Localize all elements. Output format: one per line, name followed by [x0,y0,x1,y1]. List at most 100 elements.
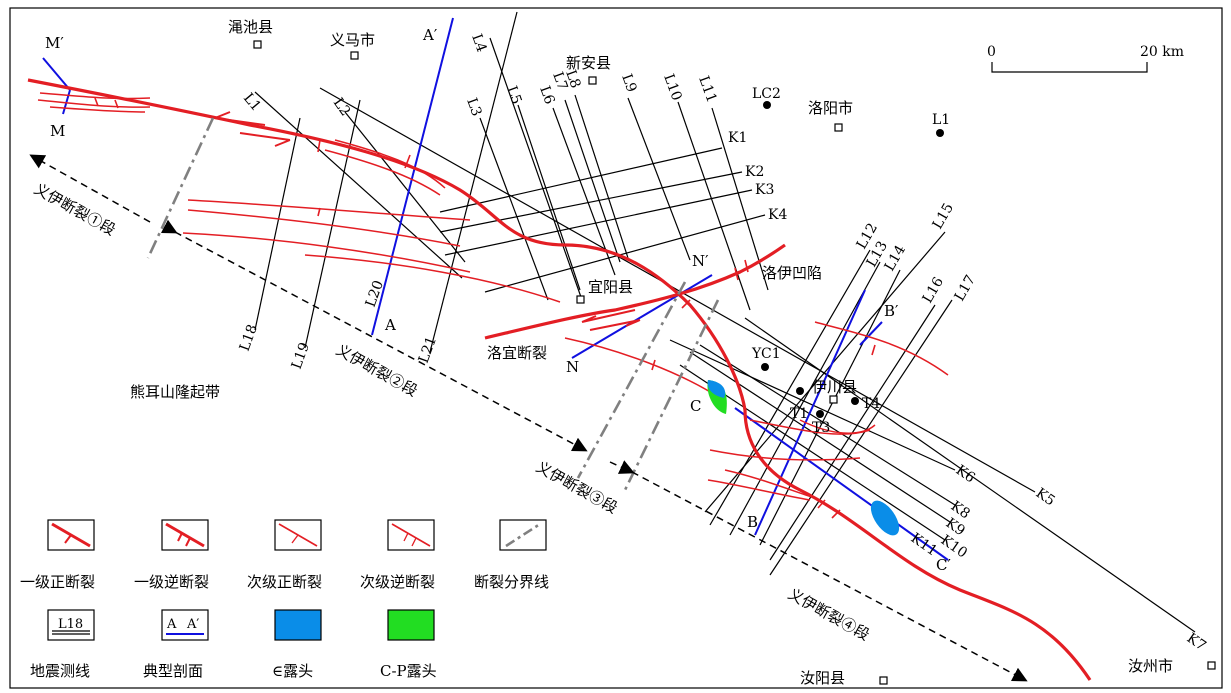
seismic-labels: L1 L2 L3 L4 L5 L6 L7 L8 L9 L10 L11 L12 L… [237,32,1209,654]
motion-arrows [214,111,641,331]
seismic-line-L18 [254,117,301,331]
profile-line-B-upper [859,321,883,346]
arrow-right [239,132,291,147]
region-luoyi-sag: 洛伊凹陷 [762,264,822,282]
seismic-label-L9: L9 [618,72,639,95]
seismic-line-L10 [677,101,751,311]
seismic-line-L7 [564,99,621,263]
seismic-label-L1: L1 [240,90,264,114]
secondary-fault [324,149,441,196]
map-frame [9,7,1223,689]
legend-line [505,522,541,548]
seismic-label-K2: K2 [745,164,764,180]
well-yc1: YC1 [751,346,781,362]
seismic-label-L17: L17 [952,273,979,304]
luoyi-fault [484,243,786,340]
fault-tick [317,139,321,153]
legend-line [64,534,72,544]
legend-sample-profile-a: A [166,617,177,632]
secondary-fault [49,106,146,113]
seismic-line-L2 [344,111,466,263]
well-marker [796,387,804,395]
legend-line [291,534,299,544]
fault-tick [651,359,656,371]
seismic-label-L21: L21 [416,334,440,365]
seismic-label-K4: K4 [768,207,787,223]
seismic-line-K7 [744,317,1196,633]
profile-line-N [571,274,713,359]
seismic-line-L15 [704,231,946,513]
cambrian-outcrop [707,380,726,398]
profile-label-m2: M [50,122,65,140]
fault-tick [114,99,119,109]
seismic-line-L5 [517,104,581,291]
seismic-line-L11 [711,107,769,291]
legend-line [403,532,409,542]
secondary-fault [39,92,151,100]
profile-line-M [42,57,71,91]
town-markers [253,40,1216,685]
seismic-line-K9 [689,351,951,523]
seismic-label-L11: L11 [695,74,719,105]
legend-swatch-cp [387,609,435,641]
segment-label-1: 义伊断裂①段 [31,180,118,239]
seismic-line-L3 [479,117,549,301]
seismic-label-K5: K5 [1033,485,1058,509]
seismic-label-L7: L7 [549,70,570,93]
profile-label-a1: A′ [422,26,438,44]
town-yima: 义马市 [330,31,375,49]
seismic-line-L9 [627,97,691,261]
seismic-line-K8 [699,344,956,506]
well-markers [761,101,944,418]
legend-label-primary-normal: 一级正断裂 [20,573,95,591]
seismic-line-K5 [319,87,1036,493]
fault-tick [817,499,826,509]
legend-label-cambrian: ∈露头 [272,662,313,680]
town-mianchi: 渑池县 [228,18,273,36]
seismic-label-L18: L18 [237,322,261,353]
scale-zero: 0 [987,44,996,60]
secondary-fault [187,209,461,247]
well-l1: L1 [932,112,950,128]
town-xinan: 新安县 [566,54,611,72]
profile-label-c2: C′ [936,556,951,574]
town-marker [879,676,888,685]
boundary-3-4 [623,299,720,491]
cambrian-outcrop-2 [870,500,900,536]
fault-tick [734,267,739,281]
arrow-right-2 [589,319,641,331]
secondary-fault [707,479,811,501]
legend-swatch-cambrian [274,609,322,641]
segment-arrows [29,154,1028,682]
secondary-fault [564,337,721,399]
town-marker [576,295,585,304]
profile-label-a2: A [384,316,396,334]
scale-dist: 20 km [1140,44,1184,60]
legend-label-profile: 典型剖面 [143,662,203,680]
secondary-fault [334,139,446,189]
seismic-label-L4: L4 [468,32,489,55]
legend-sample-profile-b: A′ [186,617,199,632]
town-marker [829,395,838,404]
town-ruzhou: 汝州市 [1128,657,1173,675]
town-yiyang: 宜阳县 [588,278,633,296]
seismic-label-K1: K1 [728,130,747,146]
seismic-line-L12 [709,249,871,526]
legend-line [177,532,183,542]
profile-line-M-tail [62,89,71,115]
well-marker [763,101,771,109]
scale-line [991,62,1148,73]
town-marker [588,76,597,85]
seismic-label-L10: L10 [660,72,684,103]
segment-label-4: 义伊断裂④段 [785,585,872,644]
fault-tick [317,207,321,217]
region-xionger: 熊耳山隆起带 [130,383,220,401]
seismic-line-L8 [574,94,629,259]
well-t3: T3 [812,420,830,436]
profile-label-b2: B [747,513,758,531]
segment-arrow-4 [631,471,1028,682]
profile-label-m1: M′ [45,34,64,52]
fault-tick [94,97,99,107]
seismic-label-L3: L3 [463,96,484,119]
well-marker [816,410,824,418]
